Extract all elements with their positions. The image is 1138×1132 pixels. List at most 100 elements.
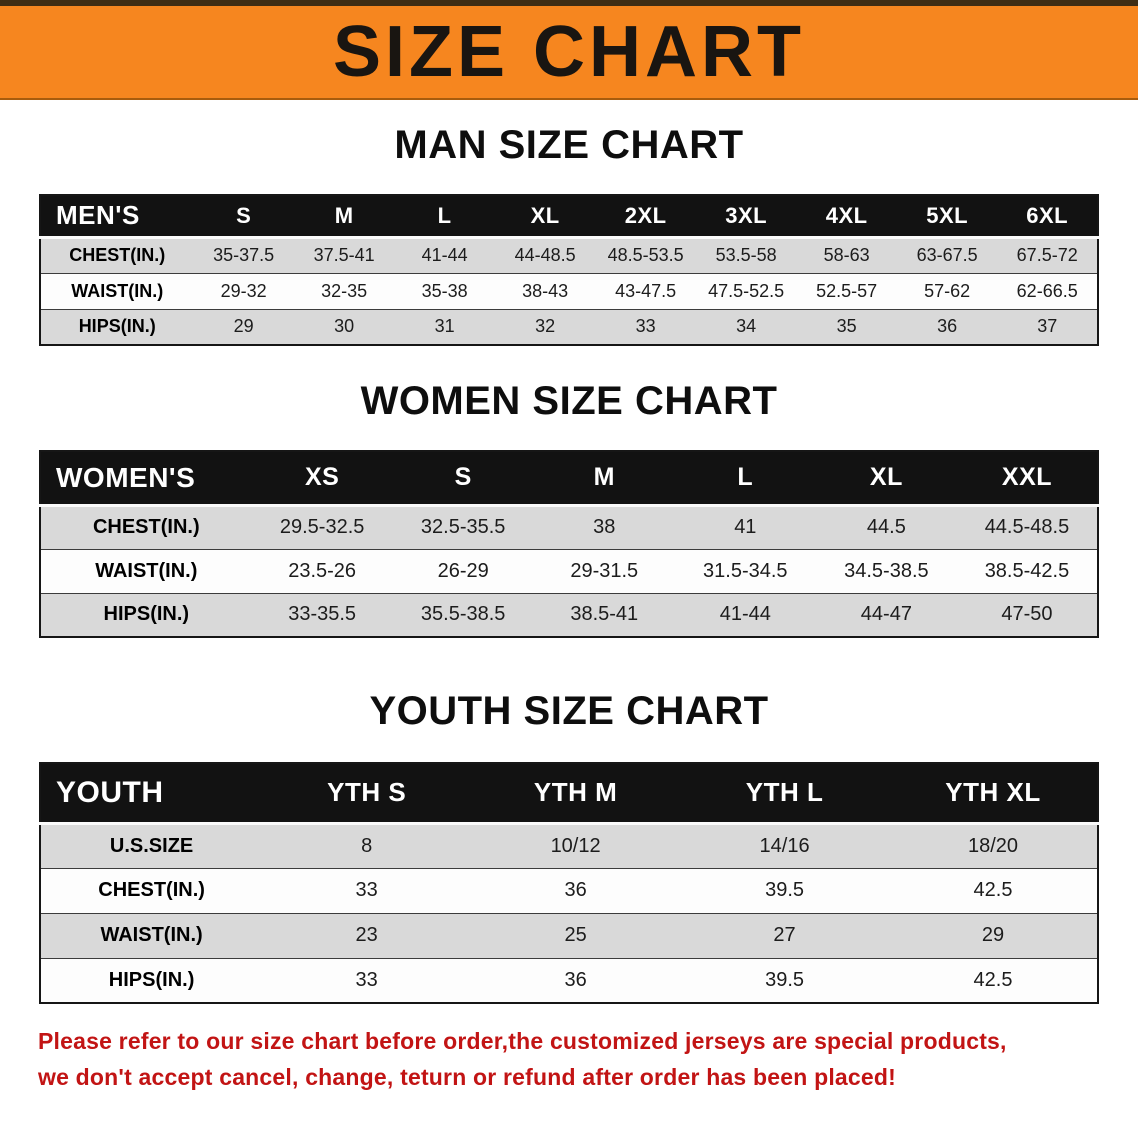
- women-size-table: WOMEN'S XS S M L XL XXL CHEST(IN.) 29.5-32.5 32.5…: [39, 450, 1099, 638]
- size-charts: MAN SIZE CHART MEN'S S M L XL 2XL 3XL 4XL 5XL 6XL C…: [0, 122, 1138, 1004]
- row-label: HIPS(IN.): [40, 957, 263, 1003]
- table-cell: 62-66.5: [997, 272, 1098, 309]
- table-cell: 36: [471, 867, 681, 913]
- table-cell: 41-44: [674, 592, 816, 637]
- youth-size-section: YOUTH SIZE CHART YOUTH YTH S YTH M YTH L YTH …: [0, 688, 1138, 1004]
- disclaimer-line-1: Please refer to our size chart before or…: [38, 1028, 1007, 1054]
- table-cell: 33: [262, 957, 472, 1003]
- table-cell: 29: [889, 912, 1098, 958]
- table-cell: 14/16: [680, 822, 890, 868]
- table-cell: 44.5-48.5: [956, 504, 1098, 549]
- banner: SIZE CHART: [0, 0, 1138, 100]
- column-header: L: [394, 195, 495, 239]
- table-title-cell: MEN'S: [40, 195, 194, 239]
- table-cell: 39.5: [680, 867, 890, 913]
- table-cell: 63-67.5: [896, 236, 998, 273]
- table-cell: 34: [695, 308, 797, 345]
- table-cell: 42.5: [889, 957, 1098, 1003]
- column-header: M: [533, 451, 675, 507]
- column-header: S: [392, 451, 534, 507]
- table-cell: 44-48.5: [494, 236, 596, 273]
- table-cell: 52.5-57: [796, 272, 897, 309]
- table-row: HIPS(IN.) 33-35.5 35.5-38.5 38.5-41 41-44 44-…: [40, 592, 1098, 637]
- table-cell: 44-47: [815, 592, 957, 637]
- table-cell: 36: [471, 957, 681, 1003]
- table-cell: 42.5: [889, 867, 1098, 913]
- table-row: CHEST(IN.) 35-37.5 37.5-41 41-44 44-48.5 48.5…: [40, 236, 1098, 273]
- column-header: YTH S: [262, 763, 472, 825]
- table-cell: 27: [680, 912, 890, 958]
- row-label: HIPS(IN.): [40, 308, 194, 345]
- table-cell: 23.5-26: [251, 548, 393, 593]
- table-row: CHEST(IN.) 29.5-32.5 32.5-35.5 38 41 44.5 44.5…: [40, 504, 1098, 549]
- header-row: YOUTH YTH S YTH M YTH L YTH XL: [40, 763, 1098, 825]
- table-row: CHEST(IN.) 33 36 39.5 42.5: [40, 867, 1098, 913]
- column-header: YTH L: [680, 763, 890, 825]
- section-heading-men: MAN SIZE CHART: [394, 123, 744, 167]
- column-header: YTH XL: [889, 763, 1098, 825]
- table-cell: 41-44: [394, 236, 495, 273]
- table-row: U.S.SIZE 8 10/12 14/16 18/20: [40, 822, 1098, 868]
- row-label: HIPS(IN.): [40, 592, 252, 637]
- table-cell: 36: [896, 308, 998, 345]
- table-cell: 34.5-38.5: [815, 548, 957, 593]
- women-size-section: WOMEN SIZE CHART WOMEN'S XS S M L XL XXL CHEST(I…: [0, 378, 1138, 638]
- column-header: YTH M: [471, 763, 681, 825]
- row-label: CHEST(IN.): [40, 867, 263, 913]
- table-cell: 44.5: [815, 504, 957, 549]
- column-header: 5XL: [896, 195, 998, 239]
- table-cell: 43-47.5: [595, 272, 696, 309]
- table-cell: 25: [471, 912, 681, 958]
- table-cell: 38-43: [494, 272, 596, 309]
- column-header: L: [674, 451, 816, 507]
- men-size-section: MAN SIZE CHART MEN'S S M L XL 2XL 3XL 4XL 5XL 6XL C…: [0, 122, 1138, 346]
- table-cell: 29-32: [193, 272, 294, 309]
- column-header: XL: [494, 195, 596, 239]
- table-row: HIPS(IN.) 33 36 39.5 42.5: [40, 957, 1098, 1003]
- row-label: CHEST(IN.): [40, 504, 252, 549]
- table-cell: 10/12: [471, 822, 681, 868]
- table-cell: 39.5: [680, 957, 890, 1003]
- row-label: WAIST(IN.): [40, 272, 194, 309]
- column-header: 3XL: [695, 195, 797, 239]
- table-cell: 18/20: [889, 822, 1098, 868]
- column-header: XS: [251, 451, 393, 507]
- table-cell: 37.5-41: [293, 236, 395, 273]
- table-cell: 29: [193, 308, 294, 345]
- youth-table-head: YOUTH YTH S YTH M YTH L YTH XL: [40, 763, 1098, 825]
- table-cell: 35-37.5: [193, 236, 294, 273]
- table-title-cell: YOUTH: [40, 763, 263, 825]
- disclaimer-line-2: we don't accept cancel, change, teturn o…: [38, 1064, 897, 1090]
- table-title-cell: WOMEN'S: [40, 451, 252, 507]
- table-cell: 33-35.5: [251, 592, 393, 637]
- table-cell: 32: [494, 308, 596, 345]
- row-label: U.S.SIZE: [40, 822, 263, 868]
- table-row: WAIST(IN.) 23 25 27 29: [40, 912, 1098, 958]
- row-label: WAIST(IN.): [40, 548, 252, 593]
- table-cell: 30: [293, 308, 395, 345]
- table-cell: 33: [262, 867, 472, 913]
- youth-size-table: YOUTH YTH S YTH M YTH L YTH XL U.S.SIZE 8 10/12…: [39, 762, 1099, 1004]
- table-cell: 31.5-34.5: [674, 548, 816, 593]
- table-cell: 23: [262, 912, 472, 958]
- table-row: WAIST(IN.) 29-32 32-35 35-38 38-43 43-47.5 47.…: [40, 272, 1098, 309]
- table-row: WAIST(IN.) 23.5-26 26-29 29-31.5 31.5-34.5 34…: [40, 548, 1098, 593]
- table-cell: 33: [595, 308, 696, 345]
- men-size-table: MEN'S S M L XL 2XL 3XL 4XL 5XL 6XL CHEST(IN.) 35-37…: [39, 194, 1099, 346]
- table-cell: 35-38: [394, 272, 495, 309]
- row-label: CHEST(IN.): [40, 236, 194, 273]
- table-cell: 38.5-42.5: [956, 548, 1098, 593]
- table-cell: 57-62: [896, 272, 998, 309]
- table-cell: 29-31.5: [533, 548, 675, 593]
- table-cell: 38.5-41: [533, 592, 675, 637]
- table-cell: 29.5-32.5: [251, 504, 393, 549]
- table-cell: 47.5-52.5: [695, 272, 797, 309]
- women-table-body: CHEST(IN.) 29.5-32.5 32.5-35.5 38 41 44.5 44.5…: [40, 504, 1098, 637]
- table-cell: 8: [262, 822, 472, 868]
- youth-table-body: U.S.SIZE 8 10/12 14/16 18/20 CHEST(IN.) 33 36 39…: [40, 822, 1098, 1003]
- section-heading-women: WOMEN SIZE CHART: [360, 379, 778, 423]
- header-row: MEN'S S M L XL 2XL 3XL 4XL 5XL 6XL: [40, 195, 1098, 239]
- size-chart-page: SIZE CHART MAN SIZE CHART MEN'S S M L XL 2XL 3X…: [0, 0, 1138, 1090]
- column-header: 4XL: [796, 195, 897, 239]
- table-row: HIPS(IN.) 29 30 31 32 33 34 35 36 37: [40, 308, 1098, 345]
